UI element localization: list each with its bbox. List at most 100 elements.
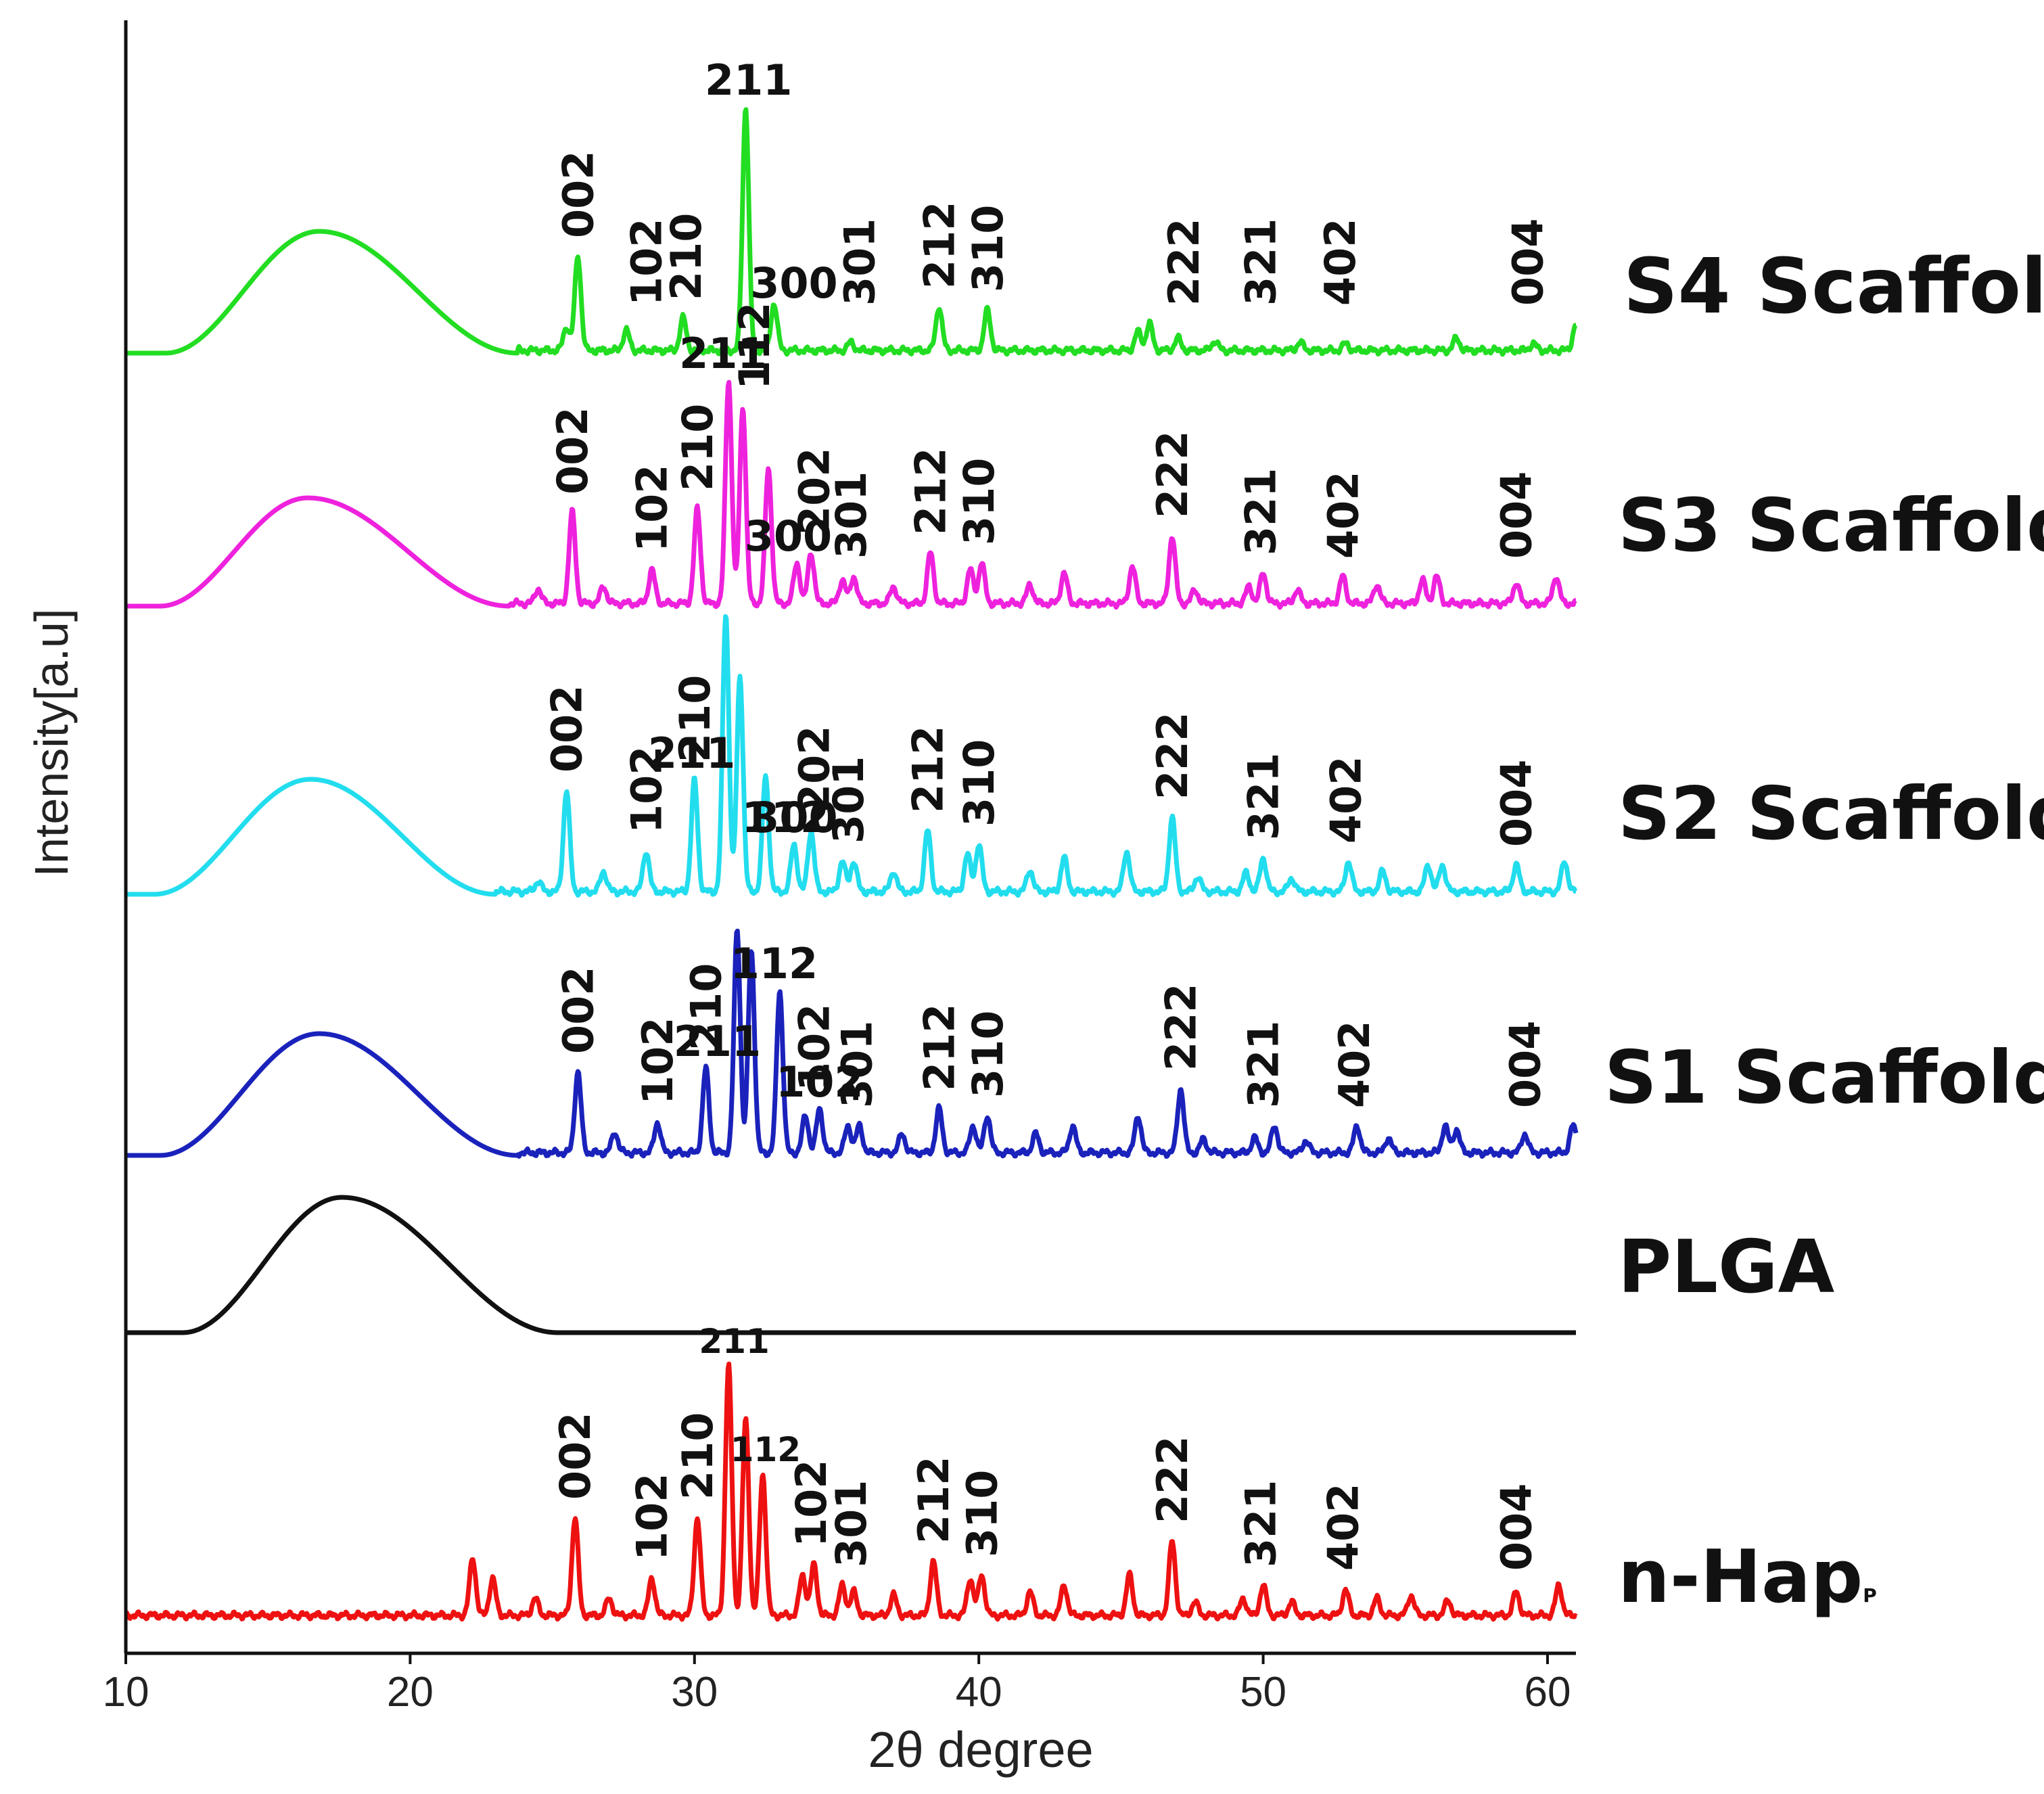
peak-index-label: 310 — [957, 1470, 1006, 1557]
peak-index-label: 002 — [553, 151, 603, 238]
peak-index-label: 222 — [1159, 218, 1209, 306]
peak-index-label: 402 — [1318, 472, 1368, 559]
series-name-labels: S4 Scaffold S3 Scaffold S2 Scaffold S1 Scaf… — [1604, 243, 2044, 1619]
peak-index-label: 212 — [914, 1004, 964, 1091]
peak-index-label: 402 — [1316, 218, 1365, 306]
peak-index-label: 211 — [648, 729, 735, 778]
peak-index-label: 102 — [628, 1473, 677, 1561]
peak-index-label: 004 — [1492, 472, 1541, 559]
series-layer — [124, 107, 1579, 1622]
series-name: PLGA — [1618, 1225, 1835, 1310]
peak-index-label: 210 — [673, 1412, 722, 1500]
peak-index-label: 112 — [730, 939, 818, 988]
peak-index-label: 212 — [914, 202, 964, 289]
peak-index-label: 402 — [1322, 756, 1371, 844]
peak-index-label: 310 — [954, 739, 1004, 827]
peak-index-label: 300 — [750, 793, 837, 842]
peak-index-label: 300 — [750, 258, 837, 308]
peak-index-label: 301 — [832, 1021, 881, 1108]
y-axis-title: Intensity[a.u] — [25, 609, 78, 877]
peak-index-label: 102 — [776, 1057, 863, 1107]
series-name-subscript: P — [1863, 1584, 1877, 1607]
x-tick-label: 40 — [956, 1669, 1002, 1716]
peak-index-label: 102 — [622, 746, 671, 833]
x-ticks: 10 20 30 40 50 60 — [103, 1653, 1571, 1716]
x-tick-label: 60 — [1524, 1669, 1571, 1716]
series-line — [124, 107, 1578, 357]
peak-index-label: 402 — [1330, 1021, 1379, 1108]
series-line — [124, 928, 1579, 1159]
peak-index-label: 210 — [673, 404, 722, 491]
peak-index-label: 321 — [1236, 1480, 1285, 1567]
peak-index-label: 222 — [1148, 712, 1197, 800]
series-name: n-HapP — [1618, 1535, 1877, 1619]
peak-index-label: 002 — [548, 407, 597, 495]
peak-index-label: 321 — [1239, 1021, 1288, 1108]
peak-index-label: 212 — [909, 1456, 958, 1544]
peak-index-label: 102 — [622, 218, 671, 306]
peak-index-label: 212 — [906, 448, 956, 535]
peak-index-label: 211 — [699, 1322, 769, 1361]
peak-index-label: 222 — [1157, 984, 1206, 1071]
peak-index-label: 301 — [827, 1480, 876, 1567]
peak-index-label: 300 — [745, 511, 832, 561]
peak-index-label: 002 — [542, 685, 592, 773]
peak-index-label: 004 — [1492, 760, 1541, 847]
peak-index-label: 112 — [730, 1430, 801, 1469]
peak-index-label: 102 — [789, 1004, 839, 1091]
peak-index-label: 310 — [963, 205, 1013, 292]
peak-index-label: 321 — [1236, 218, 1285, 306]
peak-index-label: 222 — [1148, 431, 1197, 518]
peak-index-label: 004 — [1504, 218, 1553, 306]
axes-layer: 10 20 30 40 50 60 2θ degree Intensity[a.u] — [25, 20, 1576, 1778]
peak-index-label: 102 — [787, 1460, 836, 1547]
series-line — [124, 1195, 1578, 1335]
series-name-text: S4 Scaffold — [1623, 243, 2044, 331]
peak-index-label: 210 — [661, 213, 711, 300]
peak-index-label: 310 — [954, 458, 1004, 545]
peak-index-label: 102 — [633, 1017, 682, 1105]
series-name-text: n-Hap — [1618, 1535, 1863, 1619]
peak-index-label: 301 — [827, 472, 876, 559]
series-name: S4 Scaffold — [1623, 243, 2044, 331]
peak-index-label: 211 — [679, 329, 766, 378]
series-name-text: S2 Scaffold — [1618, 772, 2044, 856]
x-tick-label: 50 — [1240, 1669, 1286, 1716]
peak-index-label: 002 — [553, 967, 603, 1054]
series-line — [124, 380, 1578, 610]
x-axis-title: 2θ degree — [868, 1722, 1093, 1778]
series-name-text: PLGA — [1618, 1225, 1835, 1310]
peak-index-label: 211 — [705, 55, 792, 105]
peak-index-label: 212 — [904, 726, 953, 813]
peak-index-label: 321 — [1239, 753, 1288, 840]
series-name: S3 Scaffold — [1618, 484, 2044, 568]
peak-index-label: 222 — [1148, 1436, 1197, 1523]
x-tick-label: 10 — [103, 1669, 149, 1716]
peak-index-label: 310 — [963, 1011, 1013, 1098]
peak-index-label: 402 — [1318, 1484, 1368, 1571]
x-tick-label: 20 — [387, 1669, 434, 1716]
peak-index-label: 102 — [628, 465, 677, 552]
peak-index-label: 202 — [789, 448, 839, 535]
peak-index-label: 202 — [789, 726, 839, 813]
peak-index-label: 004 — [1500, 1021, 1550, 1108]
series-name-text: S1 Scaffold — [1604, 1036, 2044, 1120]
peak-index-label: 210 — [670, 675, 720, 762]
peak-index-label: 301 — [835, 218, 885, 306]
series-line — [124, 1361, 1578, 1622]
series-name: S1 Scaffold — [1604, 1036, 2044, 1120]
peak-index-label: 112 — [730, 302, 779, 390]
peak-index-label: 004 — [1492, 1484, 1541, 1571]
peak-index-label: 211 — [674, 1017, 761, 1066]
peak-index-label: 321 — [1236, 468, 1285, 555]
series-name-text: S3 Scaffold — [1618, 484, 2044, 568]
series-name: S2 Scaffold — [1618, 772, 2044, 856]
peak-index-label: 002 — [551, 1412, 600, 1500]
peak-index-label: 112 — [742, 793, 829, 842]
series-line — [124, 614, 1578, 898]
peak-index-label: 301 — [824, 756, 873, 844]
x-tick-label: 30 — [671, 1669, 718, 1716]
